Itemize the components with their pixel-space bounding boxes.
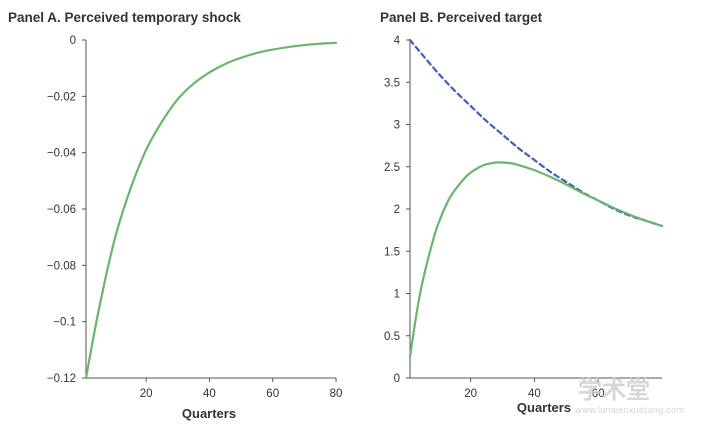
panel-a-chart: Panel A. Perceived temporary shock −0.12… bbox=[8, 10, 342, 421]
panel-a-y-ticks: −0.12 −0.1 −0.08 −0.06 −0.04 −0.02 0 bbox=[47, 35, 86, 385]
y-tick-label: 0.5 bbox=[384, 331, 400, 343]
y-tick-label: 3 bbox=[394, 120, 400, 132]
panel-b-y-ticks: 0 0.5 1 1.5 2 2.5 3 3.5 4 bbox=[384, 35, 410, 385]
panel-b-title: Panel B. Perceived target bbox=[380, 10, 543, 25]
x-tick-label: 20 bbox=[140, 388, 153, 400]
dashed-series-line bbox=[408, 38, 664, 227]
y-tick-label: −0.1 bbox=[53, 317, 76, 329]
x-tick-label: 60 bbox=[592, 388, 605, 400]
x-tick-label: 20 bbox=[464, 388, 477, 400]
y-tick-label: 4 bbox=[394, 35, 401, 47]
panel-a-series bbox=[84, 41, 338, 380]
x-tick-label: 80 bbox=[330, 388, 343, 400]
x-tick-label: 60 bbox=[266, 388, 279, 400]
watermark-logo: 学术堂 bbox=[578, 376, 650, 404]
solid-series-line bbox=[408, 161, 664, 358]
y-tick-label: 1.5 bbox=[384, 246, 400, 258]
y-tick-label: 3.5 bbox=[384, 77, 400, 89]
y-tick-label: 1 bbox=[394, 289, 400, 301]
y-tick-label: −0.08 bbox=[47, 260, 76, 272]
panel-a-x-ticks: 20 40 60 80 bbox=[140, 378, 343, 400]
panel-b-x-ticks: 20 40 60 bbox=[464, 378, 605, 400]
y-tick-label: 0 bbox=[70, 35, 76, 47]
y-tick-label: −0.06 bbox=[47, 204, 76, 216]
y-tick-label: −0.02 bbox=[47, 91, 76, 103]
panel-b-series bbox=[408, 38, 664, 358]
panel-a-title: Panel A. Perceived temporary shock bbox=[8, 10, 241, 25]
panel-b-chart: Panel B. Perceived target 0 0.5 1 1.5 2 2.5 3 3… bbox=[380, 10, 664, 415]
x-tick-label: 40 bbox=[203, 388, 216, 400]
y-tick-label: 2 bbox=[394, 204, 400, 216]
y-tick-label: 2.5 bbox=[384, 162, 400, 174]
watermark-url: www.lunwenxuetang.com bbox=[575, 406, 684, 416]
y-tick-label: −0.04 bbox=[47, 148, 77, 160]
panel-a-x-axis-label: Quarters bbox=[182, 406, 236, 421]
x-tick-label: 40 bbox=[528, 388, 541, 400]
watermark: 学术堂 www.lunwenxuetang.com bbox=[575, 376, 684, 416]
solid-series-line bbox=[84, 41, 338, 380]
panel-b-x-axis-label: Quarters bbox=[517, 400, 571, 415]
y-tick-label: −0.12 bbox=[47, 373, 76, 385]
y-tick-label: 0 bbox=[394, 373, 400, 385]
panel-b-axes bbox=[409, 40, 662, 379]
